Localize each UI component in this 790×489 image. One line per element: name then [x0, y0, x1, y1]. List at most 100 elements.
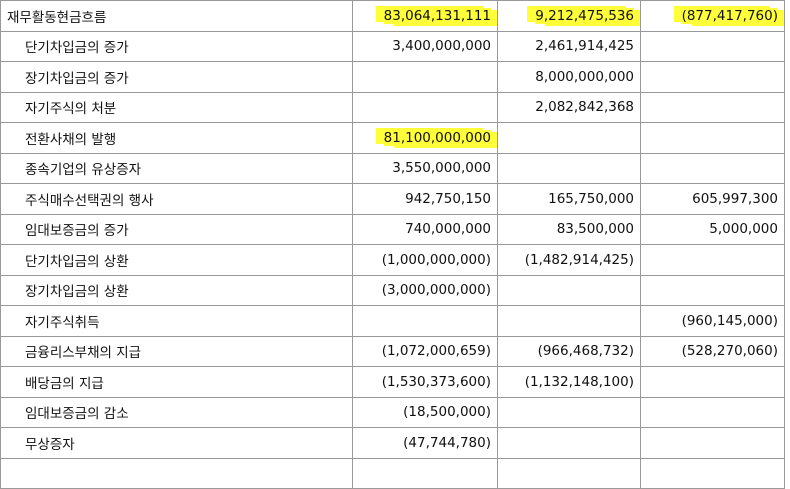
table-row: 임대보증금의 증가 740,000,000 83,500,000 5,000,000 [0, 213, 785, 245]
table-row: 단기차입금의 증가 3,400,000,000 2,461,914,425 [0, 30, 785, 62]
value-cell-1 [352, 457, 498, 489]
value-cell-1: (3,000,000,000) [352, 274, 498, 306]
table-row [0, 457, 785, 489]
value-cell-2 [497, 274, 641, 306]
row-label: 자기주식취득 [0, 305, 353, 337]
value-cell-1: 3,400,000,000 [352, 30, 498, 62]
value-cell-3: 605,997,300 [640, 183, 785, 215]
value-cell-1 [352, 305, 498, 337]
value-text: (960,145,000) [681, 312, 778, 329]
row-label: 배당금의 지급 [0, 366, 353, 398]
table-row: 재무활동현금흐름 83,064,131,111 9,212,475,536 (877,… [0, 0, 785, 32]
value-cell-1: (18,500,000) [352, 396, 498, 428]
table-row: 금융리스부채의 지급 (1,072,000,659) (966,468,732) (5… [0, 335, 785, 367]
table-row: 장기차입금의 상환 (3,000,000,000) [0, 274, 785, 306]
value-cell-3 [640, 91, 785, 123]
table-row: 무상증자 (47,744,780) [0, 427, 785, 459]
value-cell-2: 2,082,842,368 [497, 91, 641, 123]
table-row: 단기차입금의 상환 (1,000,000,000) (1,482,914,425) [0, 244, 785, 276]
value-text: (18,500,000) [403, 404, 491, 421]
value-cell-2: 165,750,000 [497, 183, 641, 215]
row-label: 재무활동현금흐름 [0, 0, 353, 32]
row-label: 단기차입금의 상환 [0, 244, 353, 276]
value-cell-2 [497, 457, 641, 489]
value-text: (47,744,780) [403, 434, 491, 451]
row-label: 장기차입금의 증가 [0, 61, 353, 93]
value-text: 83,500,000 [556, 221, 634, 238]
value-cell-3: (528,270,060) [640, 335, 785, 367]
value-cell-1 [352, 91, 498, 123]
value-text: 2,461,914,425 [535, 38, 634, 55]
value-cell-3 [640, 122, 785, 154]
highlighted-value: 83,064,131,111 [383, 7, 491, 24]
value-cell-3 [640, 244, 785, 276]
row-label: 단기차입금의 증가 [0, 30, 353, 62]
highlighted-value: 9,212,475,536 [535, 7, 634, 24]
value-cell-3 [640, 457, 785, 489]
value-text: (528,270,060) [681, 343, 778, 360]
table-row: 전환사채의 발행 81,100,000,000 [0, 122, 785, 154]
value-cell-2: (966,468,732) [497, 335, 641, 367]
table-row: 자기주식의 처분 2,082,842,368 [0, 91, 785, 123]
value-cell-1: 740,000,000 [352, 213, 498, 245]
value-cell-2: (1,482,914,425) [497, 244, 641, 276]
value-cell-3 [640, 61, 785, 93]
value-cell-3 [640, 396, 785, 428]
value-cell-3 [640, 152, 785, 184]
row-label: 종속기업의 유상증자 [0, 152, 353, 184]
value-cell-3: (877,417,760) [640, 0, 785, 32]
value-cell-2 [497, 396, 641, 428]
row-label: 장기차입금의 상환 [0, 274, 353, 306]
row-label: 주식매수선택권의 행사 [0, 183, 353, 215]
table-row: 임대보증금의 감소 (18,500,000) [0, 396, 785, 428]
value-text: 165,750,000 [548, 190, 634, 207]
row-label: 금융리스부채의 지급 [0, 335, 353, 367]
value-text: 2,082,842,368 [535, 99, 634, 116]
value-text: (1,000,000,000) [381, 251, 491, 268]
value-cell-1 [352, 61, 498, 93]
value-cell-1: 83,064,131,111 [352, 0, 498, 32]
highlighted-value: 81,100,000,000 [383, 129, 491, 146]
table-row: 장기차입금의 증가 8,000,000,000 [0, 61, 785, 93]
value-cell-3 [640, 366, 785, 398]
row-label: 무상증자 [0, 427, 353, 459]
row-label: 임대보증금의 감소 [0, 396, 353, 428]
value-text: 942,750,150 [405, 190, 491, 207]
value-cell-3: 5,000,000 [640, 213, 785, 245]
value-text: 5,000,000 [709, 221, 778, 238]
row-label: 자기주식의 처분 [0, 91, 353, 123]
value-cell-1: (1,000,000,000) [352, 244, 498, 276]
value-cell-2: 2,461,914,425 [497, 30, 641, 62]
value-cell-1: (47,744,780) [352, 427, 498, 459]
value-cell-1: (1,072,000,659) [352, 335, 498, 367]
value-cell-2: (1,132,148,100) [497, 366, 641, 398]
table-row: 자기주식취득 (960,145,000) [0, 305, 785, 337]
table-row: 배당금의 지급 (1,530,373,600) (1,132,148,100) [0, 366, 785, 398]
value-cell-1: 942,750,150 [352, 183, 498, 215]
value-cell-1: 3,550,000,000 [352, 152, 498, 184]
value-text: (1,530,373,600) [381, 373, 491, 390]
value-text: (1,132,148,100) [524, 373, 634, 390]
value-cell-2: 83,500,000 [497, 213, 641, 245]
value-text: 605,997,300 [692, 190, 778, 207]
row-label: 임대보증금의 증가 [0, 213, 353, 245]
value-text: (1,482,914,425) [524, 251, 634, 268]
value-cell-1: 81,100,000,000 [352, 122, 498, 154]
value-cell-2: 8,000,000,000 [497, 61, 641, 93]
value-cell-3 [640, 274, 785, 306]
row-label [0, 457, 353, 489]
value-cell-2 [497, 305, 641, 337]
highlighted-value: (877,417,760) [681, 7, 778, 24]
value-text: 3,550,000,000 [392, 160, 491, 177]
table-row: 주식매수선택권의 행사 942,750,150 165,750,000 605,997… [0, 183, 785, 215]
value-cell-3: (960,145,000) [640, 305, 785, 337]
value-cell-2 [497, 122, 641, 154]
value-cell-3 [640, 30, 785, 62]
value-cell-2: 9,212,475,536 [497, 0, 641, 32]
value-text: (966,468,732) [537, 343, 634, 360]
value-cell-1: (1,530,373,600) [352, 366, 498, 398]
value-text: 8,000,000,000 [535, 68, 634, 85]
value-text: (1,072,000,659) [381, 343, 491, 360]
